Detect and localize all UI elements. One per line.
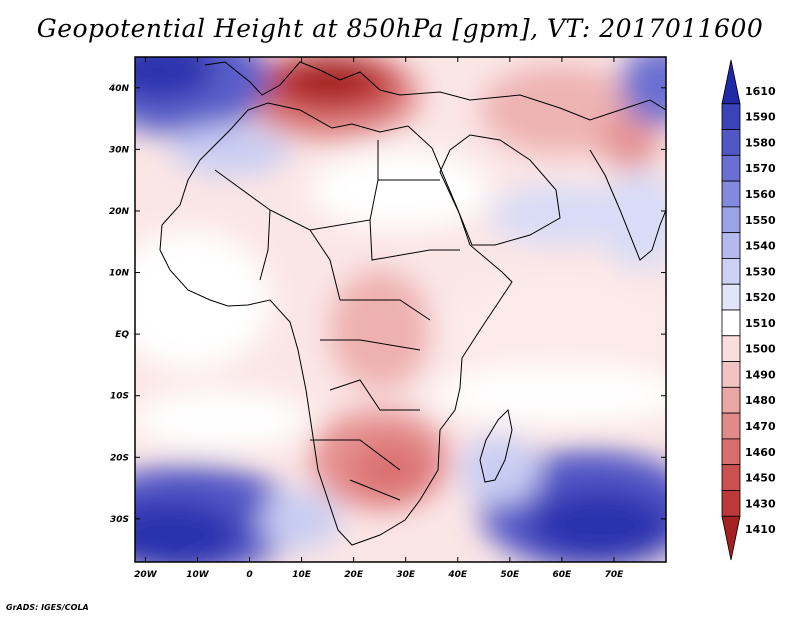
madagascar-coastline [479, 408, 513, 483]
colorbar-swatch [721, 154, 741, 182]
y-tick-label: 30N [109, 145, 130, 155]
colorbar-label: 1510 [745, 317, 776, 330]
colorbar-swatch [721, 180, 741, 208]
x-tick-label: 40E [447, 570, 468, 580]
africa-coastline [159, 102, 513, 546]
colorbar-label: 1590 [745, 111, 776, 124]
colorbar-swatch [721, 515, 741, 561]
colorbar-label: 1520 [745, 291, 776, 304]
colorbar: 1610 1590 1580 1570 1560 1550 1540 1530 1520 1510… [721, 59, 776, 561]
colorbar-swatch [721, 490, 741, 517]
x-tick-label: 20W [134, 570, 158, 580]
colorbar-label: 1560 [745, 188, 776, 201]
y-tick-label: EQ [115, 330, 129, 340]
colorbar-label: 1610 [745, 85, 776, 98]
grads-credit: GrADS: IGES/COLA [6, 603, 89, 612]
y-tick-label: 20S [110, 453, 129, 463]
colorbar-swatch [721, 258, 741, 285]
colorbar-label: 1450 [745, 472, 776, 485]
colorbar-label: 1460 [745, 446, 776, 459]
colorbar-swatch [721, 464, 741, 491]
colorbar-label: 1470 [745, 420, 776, 433]
borders [214, 140, 460, 501]
x-axis: 20W 10W 0 10E 20E 30E 40E 50E 60E 70E [134, 57, 624, 580]
colorbar-swatch [721, 438, 741, 466]
colorbar-swatch [721, 232, 741, 259]
india-coastline [589, 149, 666, 261]
europe-coastline [204, 61, 666, 121]
colorbar-label: 1570 [745, 162, 776, 175]
colorbar-label: 1580 [745, 136, 776, 149]
colorbar-swatch [721, 361, 741, 388]
x-tick-label: 60E [553, 570, 573, 580]
x-tick-label: 10W [186, 570, 210, 580]
colorbar-swatch [721, 386, 741, 414]
colorbar-swatch [721, 283, 741, 311]
y-axis: 40N 30N 20N 10N EQ 10S 20S 30S [108, 84, 666, 525]
height-field [135, 57, 666, 562]
colorbar-label: 1430 [745, 497, 776, 510]
y-tick-label: 10N [109, 269, 130, 279]
colorbar-label: 1500 [745, 343, 776, 356]
colorbar-label: 1540 [745, 240, 776, 253]
x-tick-label: 10E [292, 570, 312, 580]
x-tick-label: 70E [605, 570, 625, 580]
y-tick-label: 30S [110, 515, 129, 525]
colorbar-swatch [721, 103, 741, 130]
map-title: Geopotential Height at 850hPa [gpm], VT:… [36, 14, 764, 43]
colorbar-label: 1550 [745, 214, 776, 227]
colorbar-swatch [721, 206, 741, 234]
x-tick-label: 0 [246, 570, 252, 580]
y-tick-label: 10S [110, 392, 129, 402]
coastlines [159, 61, 666, 546]
x-tick-label: 50E [500, 570, 520, 580]
colorbar-swatch [721, 335, 741, 362]
colorbar-swatch [721, 129, 741, 156]
x-tick-label: 20E [344, 570, 364, 580]
colorbar-swatch [721, 309, 741, 337]
arabia-coastline [439, 134, 561, 246]
colorbar-label: 1480 [745, 394, 776, 407]
colorbar-swatch [721, 412, 741, 440]
colorbar-label: 1530 [745, 265, 776, 278]
x-tick-label: 30E [396, 570, 416, 580]
y-tick-label: 40N [108, 84, 130, 94]
plot-frame [134, 56, 667, 563]
colorbar-swatch [721, 59, 741, 105]
y-tick-label: 20N [109, 207, 130, 217]
colorbar-label: 1410 [745, 523, 776, 536]
colorbar-label: 1490 [745, 368, 776, 381]
